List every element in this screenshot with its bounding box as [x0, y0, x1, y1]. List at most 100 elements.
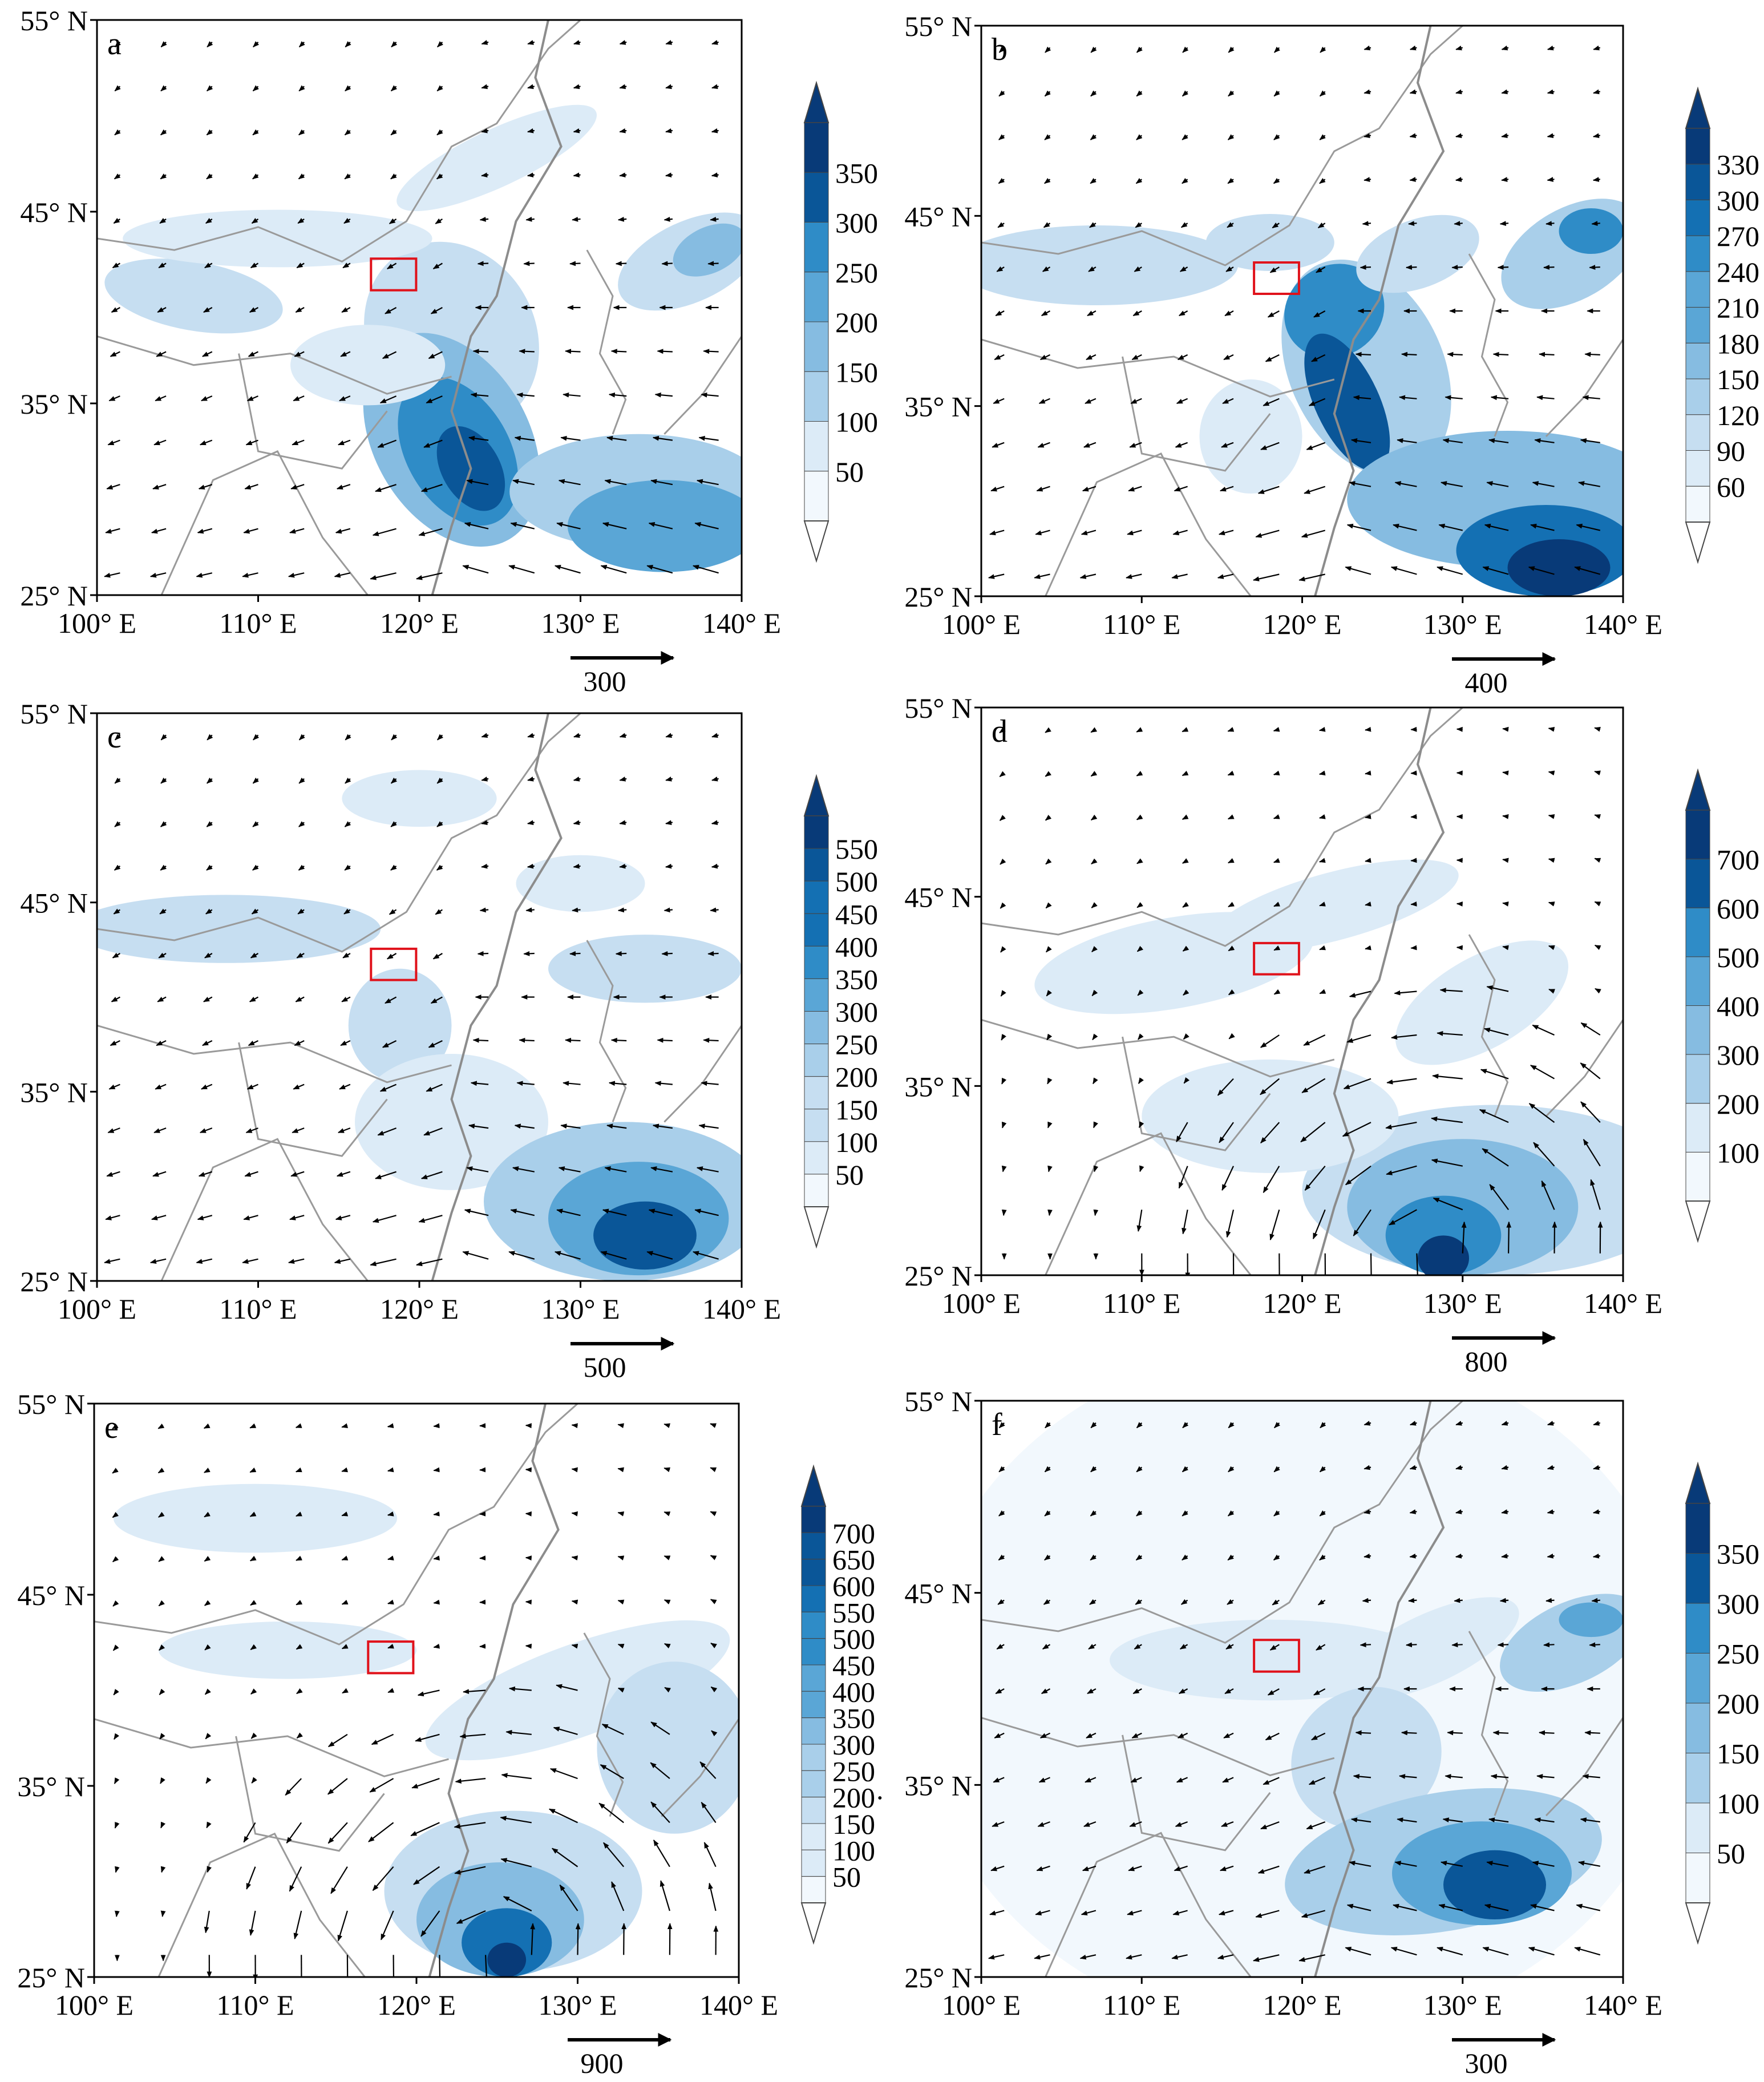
wind-vector-arrow	[1312, 1209, 1326, 1240]
flux-contour-4	[1304, 333, 1390, 471]
wind-vector-arrow	[298, 129, 305, 136]
wind-vector-arrow	[694, 521, 719, 529]
wind-vector-arrow	[990, 1865, 1005, 1871]
panel-letter: d	[992, 714, 1008, 749]
wind-vector-arrow	[1594, 770, 1601, 775]
wind-vector-arrow	[410, 1822, 440, 1837]
wind-vector-arrow	[711, 1730, 718, 1737]
wind-vector-arrow	[428, 1040, 443, 1048]
wind-vector-arrow	[1501, 45, 1509, 51]
lat-label: 35° N	[904, 391, 972, 423]
wind-vector-arrow	[1093, 1121, 1098, 1129]
boundary-line	[1468, 1631, 1509, 1816]
wind-vector-arrow	[994, 1732, 1005, 1739]
wind-vector-arrow	[1035, 529, 1050, 536]
wind-vector-arrow	[998, 1510, 1005, 1517]
wind-vector-arrow	[1222, 1777, 1234, 1783]
colorbar-max-triangle	[1685, 768, 1711, 811]
colorbar-segment	[801, 1585, 826, 1612]
wind-vector-arrow	[650, 1762, 670, 1779]
wind-vector-arrow	[253, 41, 260, 47]
wind-vector-arrow	[206, 1821, 212, 1829]
wind-vector-arrow	[1455, 45, 1463, 51]
wind-vector-arrow	[1228, 901, 1235, 908]
wind-vector-arrow	[703, 1842, 717, 1867]
wind-vector-arrow	[571, 1467, 578, 1473]
lon-label: 130° E	[541, 607, 620, 639]
wind-vector-arrow	[701, 392, 719, 398]
wind-vector-arrow	[1083, 442, 1097, 448]
wind-vector-arrow	[1547, 89, 1555, 95]
wind-vector-arrow	[527, 128, 535, 134]
boundary-line	[160, 450, 369, 595]
boundary-line	[157, 1832, 366, 1977]
wind-vector-arrow	[1319, 1554, 1326, 1561]
wind-vector-arrow	[455, 1778, 486, 1784]
wind-vector-arrow	[527, 777, 535, 782]
wind-vector-arrow	[1260, 1034, 1280, 1048]
wind-vector-arrow	[1091, 945, 1098, 952]
wind-vector-arrow	[1578, 481, 1601, 487]
wind-vector-arrow	[158, 952, 167, 959]
wind-vector-arrow	[573, 820, 581, 826]
colorbar-label: 250	[1717, 1638, 1759, 1670]
wind-vector-arrow	[1353, 395, 1371, 401]
wind-vector-arrow	[341, 1511, 349, 1517]
flux-contour-0	[97, 895, 381, 963]
wind-vector-arrow	[153, 1127, 167, 1134]
colorbar-label: 330	[1717, 149, 1759, 181]
wind-vector-arrow	[1255, 1910, 1280, 1918]
colorbar-label: 350	[832, 1703, 875, 1735]
flux-contour-1	[548, 935, 742, 1003]
lat-label: 35° N	[904, 1070, 972, 1102]
wind-vector-arrow	[294, 351, 305, 357]
wind-vector-arrow	[1135, 1599, 1142, 1605]
wind-vector-arrow	[386, 953, 397, 960]
wind-vector-arrow	[523, 951, 535, 956]
wind-vector-arrow	[1313, 1688, 1326, 1696]
wind-vector-arrow	[204, 952, 213, 959]
colorbar-segment	[1685, 1753, 1710, 1804]
colorbar-segment	[801, 1559, 826, 1586]
wind-vector-arrow	[159, 1733, 165, 1740]
wind-vector-arrow	[1497, 1642, 1509, 1648]
moisture-flux-field	[981, 1401, 1623, 1977]
wind-vector-arrow	[112, 1556, 119, 1563]
wind-vector-arrow	[996, 266, 1005, 272]
wind-vector-arrow	[1437, 566, 1463, 575]
wind-vector-arrow	[377, 439, 397, 448]
wind-vector-arrow	[998, 177, 1005, 184]
wind-vector-arrow	[554, 564, 581, 574]
wind-vector-arrow	[466, 479, 489, 486]
wind-vector-arrow	[995, 1688, 1005, 1695]
flux-contour-0	[981, 225, 1238, 305]
wind-vector-arrow	[288, 572, 305, 578]
wind-vector-arrow	[1136, 858, 1143, 864]
wind-vector-arrow	[107, 439, 120, 446]
wind-vector-arrow	[1431, 1158, 1463, 1167]
colorbar-label: 300	[1717, 185, 1759, 217]
wind-vector-arrow	[1594, 814, 1601, 819]
lon-label: 100° E	[58, 607, 136, 639]
colorbar-segment	[1685, 271, 1710, 308]
wind-vector-arrow	[334, 1258, 351, 1264]
moisture-flux-field	[97, 20, 742, 595]
wind-vector-arrow	[436, 173, 443, 180]
wind-vector-arrow	[1583, 1139, 1601, 1167]
wind-vector-arrow	[160, 864, 167, 871]
wind-vector-arrow	[206, 129, 213, 136]
wind-vector-arrow	[459, 1733, 486, 1739]
wind-vector-arrow	[1138, 1121, 1144, 1129]
wind-vector-arrow	[1081, 529, 1097, 536]
wind-vector-arrow	[157, 1511, 165, 1518]
wind-vector-arrow	[1350, 1817, 1371, 1823]
wind-vector-arrow	[345, 85, 351, 92]
wind-vector-arrow	[711, 172, 719, 178]
wind-vector-arrow	[1046, 946, 1052, 953]
colorbar-segment	[804, 815, 829, 849]
wind-vector-arrow	[998, 1422, 1005, 1429]
flux-contour-11	[290, 325, 446, 406]
wind-vector-arrow	[1300, 1122, 1326, 1143]
colorbar-segment	[801, 1691, 826, 1719]
wind-vector-arrow	[1182, 814, 1189, 820]
